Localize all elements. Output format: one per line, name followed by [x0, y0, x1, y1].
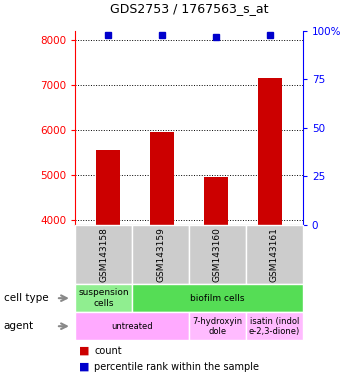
Bar: [258, 78, 282, 225]
Text: 7-hydroxyin
dole: 7-hydroxyin dole: [193, 316, 243, 336]
Text: cell type: cell type: [4, 293, 48, 303]
Text: ■: ■: [79, 362, 89, 372]
Text: suspension
cells: suspension cells: [78, 288, 129, 308]
Text: agent: agent: [4, 321, 34, 331]
Text: GDS2753 / 1767563_s_at: GDS2753 / 1767563_s_at: [110, 2, 268, 15]
Text: untreated: untreated: [111, 322, 153, 331]
Text: ■: ■: [79, 346, 89, 356]
Bar: [204, 177, 228, 225]
Text: isatin (indol
e-2,3-dione): isatin (indol e-2,3-dione): [249, 316, 300, 336]
Text: percentile rank within the sample: percentile rank within the sample: [94, 362, 259, 372]
Text: GSM143158: GSM143158: [99, 227, 108, 282]
Text: count: count: [94, 346, 122, 356]
Text: GSM143159: GSM143159: [156, 227, 165, 282]
Text: biofilm cells: biofilm cells: [190, 294, 245, 303]
Bar: [96, 150, 120, 225]
Text: GSM143160: GSM143160: [213, 227, 222, 282]
Text: GSM143161: GSM143161: [270, 227, 279, 282]
Bar: [150, 132, 174, 225]
